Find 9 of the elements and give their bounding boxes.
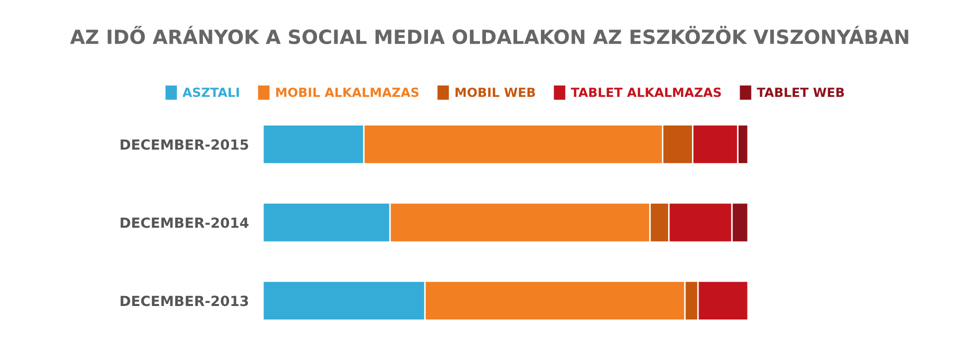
legend-label: MOBIL WEB: [456, 88, 535, 98]
y-tick-label: DECEMBER-2014: [120, 217, 248, 228]
chart-title: AZ IDŐ ARÁNYOK A SOCIAL MEDIA OLDALAKON AZ ESZKÖZÖK VISZONYÁBAN: [70, 26, 908, 44]
y-tick-label: DECEMBER-2013: [120, 296, 248, 306]
legend-label: TABLET ALKALMAZAS: [570, 88, 721, 98]
y-tick-label: DECEMBER-2015: [120, 139, 248, 150]
legend-label: MOBIL ALKALMAZAS: [276, 88, 419, 98]
legend-label: TABLET WEB: [756, 88, 844, 97]
legend-label: ASZTALI: [182, 88, 239, 98]
